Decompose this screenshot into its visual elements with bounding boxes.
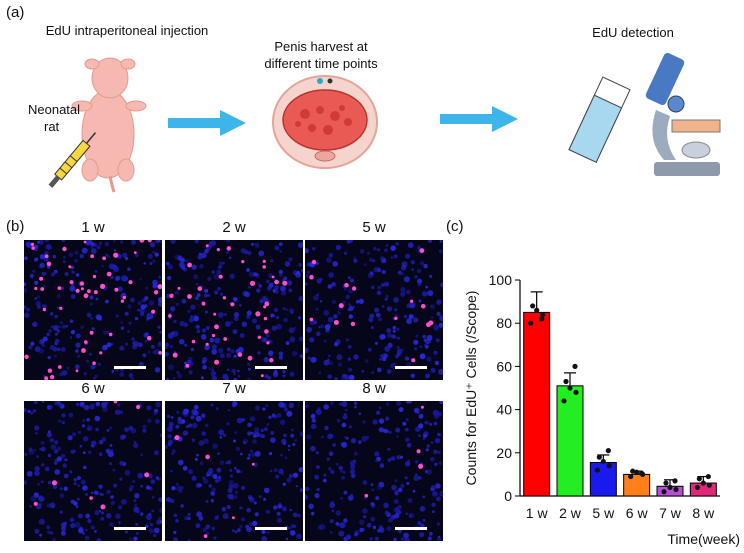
data-point <box>606 463 612 469</box>
syringe-icon <box>48 132 97 188</box>
data-point <box>573 389 579 395</box>
microscopy-tile <box>24 240 162 380</box>
arrow-2-icon <box>440 106 518 132</box>
microscopy-tile <box>165 401 303 541</box>
data-point <box>530 303 536 309</box>
x-tick-label: 2 w <box>559 505 582 521</box>
data-point <box>605 448 611 454</box>
scale-bar <box>114 527 146 530</box>
step2-caption: Penis harvest at different time points <box>236 38 406 72</box>
rat-label: Neonatal rat <box>28 101 80 135</box>
y-tick-label: 20 <box>496 445 512 461</box>
data-point <box>672 478 678 484</box>
data-point <box>540 311 546 318</box>
data-point <box>539 316 545 322</box>
tile-label: 1 w <box>81 219 105 236</box>
rat-label-line1: Neonatal <box>28 102 81 117</box>
panel-b-label: (b) <box>6 218 25 235</box>
tile-label: 7 w <box>222 380 246 397</box>
tile-label: 8 w <box>362 380 386 397</box>
data-point <box>628 473 634 480</box>
data-point <box>596 454 602 460</box>
bar <box>556 385 584 497</box>
data-point <box>563 378 569 385</box>
x-tick-label: 7 w <box>659 505 682 521</box>
tile-label: 5 w <box>362 219 386 236</box>
x-tick-label: 8 w <box>692 505 715 521</box>
data-point <box>673 486 679 493</box>
y-tick-label: 0 <box>504 488 512 504</box>
data-point <box>661 489 667 495</box>
data-point <box>600 458 606 465</box>
bar <box>523 311 551 497</box>
x-tick-label: 5 w <box>592 505 615 521</box>
y-tick-label: 100 <box>489 272 513 288</box>
microscopy-tile <box>165 240 303 380</box>
scale-bar <box>255 527 287 530</box>
scale-bar <box>395 366 427 369</box>
bar <box>623 473 651 497</box>
step3-caption: EdU detection <box>592 25 674 40</box>
panel-a-label: (a) <box>6 4 25 21</box>
data-point <box>663 480 669 486</box>
step1-caption: EdU intraperitoneal injection <box>45 23 209 38</box>
bar <box>589 462 617 497</box>
scale-bar <box>395 527 427 530</box>
data-point <box>634 469 640 475</box>
y-tick-label: 60 <box>496 358 512 374</box>
data-point <box>694 484 700 490</box>
data-point <box>528 320 534 326</box>
scale-bar <box>114 366 146 369</box>
tile-label: 2 w <box>222 219 246 236</box>
data-point <box>567 385 573 391</box>
microscope-icon <box>645 53 721 176</box>
data-point <box>705 473 711 480</box>
y-axis-label: Counts for EdU⁺ Cells (/Scope) <box>463 291 479 486</box>
panel-c-label: (c) <box>446 218 464 235</box>
rat-label-line2: rat <box>44 119 60 134</box>
microscope-slide-icon <box>568 76 631 163</box>
arrow-1-icon <box>168 110 246 136</box>
x-tick-label: 6 w <box>626 505 649 521</box>
data-point <box>594 467 600 473</box>
step2-caption-line2: different time points <box>264 56 378 71</box>
tissue-cross-section-icon <box>272 75 378 169</box>
y-tick-label: 80 <box>496 315 512 331</box>
scale-bar <box>255 366 287 369</box>
data-point <box>700 480 706 486</box>
tile-label: 6 w <box>81 380 105 397</box>
microscopy-tile <box>24 401 162 541</box>
step2-caption-line1: Penis harvest at <box>274 39 368 54</box>
edu-counts-bar-chart: 0 20 40 60 80 100 1 w 2 w 5 w 6 w 7 w 8 w Counts for… <box>463 272 740 547</box>
rat-icon <box>71 57 147 193</box>
data-point <box>572 363 578 369</box>
data-point <box>639 470 645 476</box>
data-point <box>561 398 567 404</box>
data-point <box>706 482 712 488</box>
data-point <box>667 484 673 490</box>
x-tick-label: 1 w <box>526 505 549 521</box>
microscopy-tile <box>305 401 443 541</box>
x-axis-label: Time(week) <box>667 531 740 547</box>
data-point <box>696 476 702 482</box>
data-point <box>534 307 540 313</box>
y-tick-label: 40 <box>496 402 512 418</box>
data-point <box>630 468 636 474</box>
microscopy-tile <box>305 240 443 380</box>
